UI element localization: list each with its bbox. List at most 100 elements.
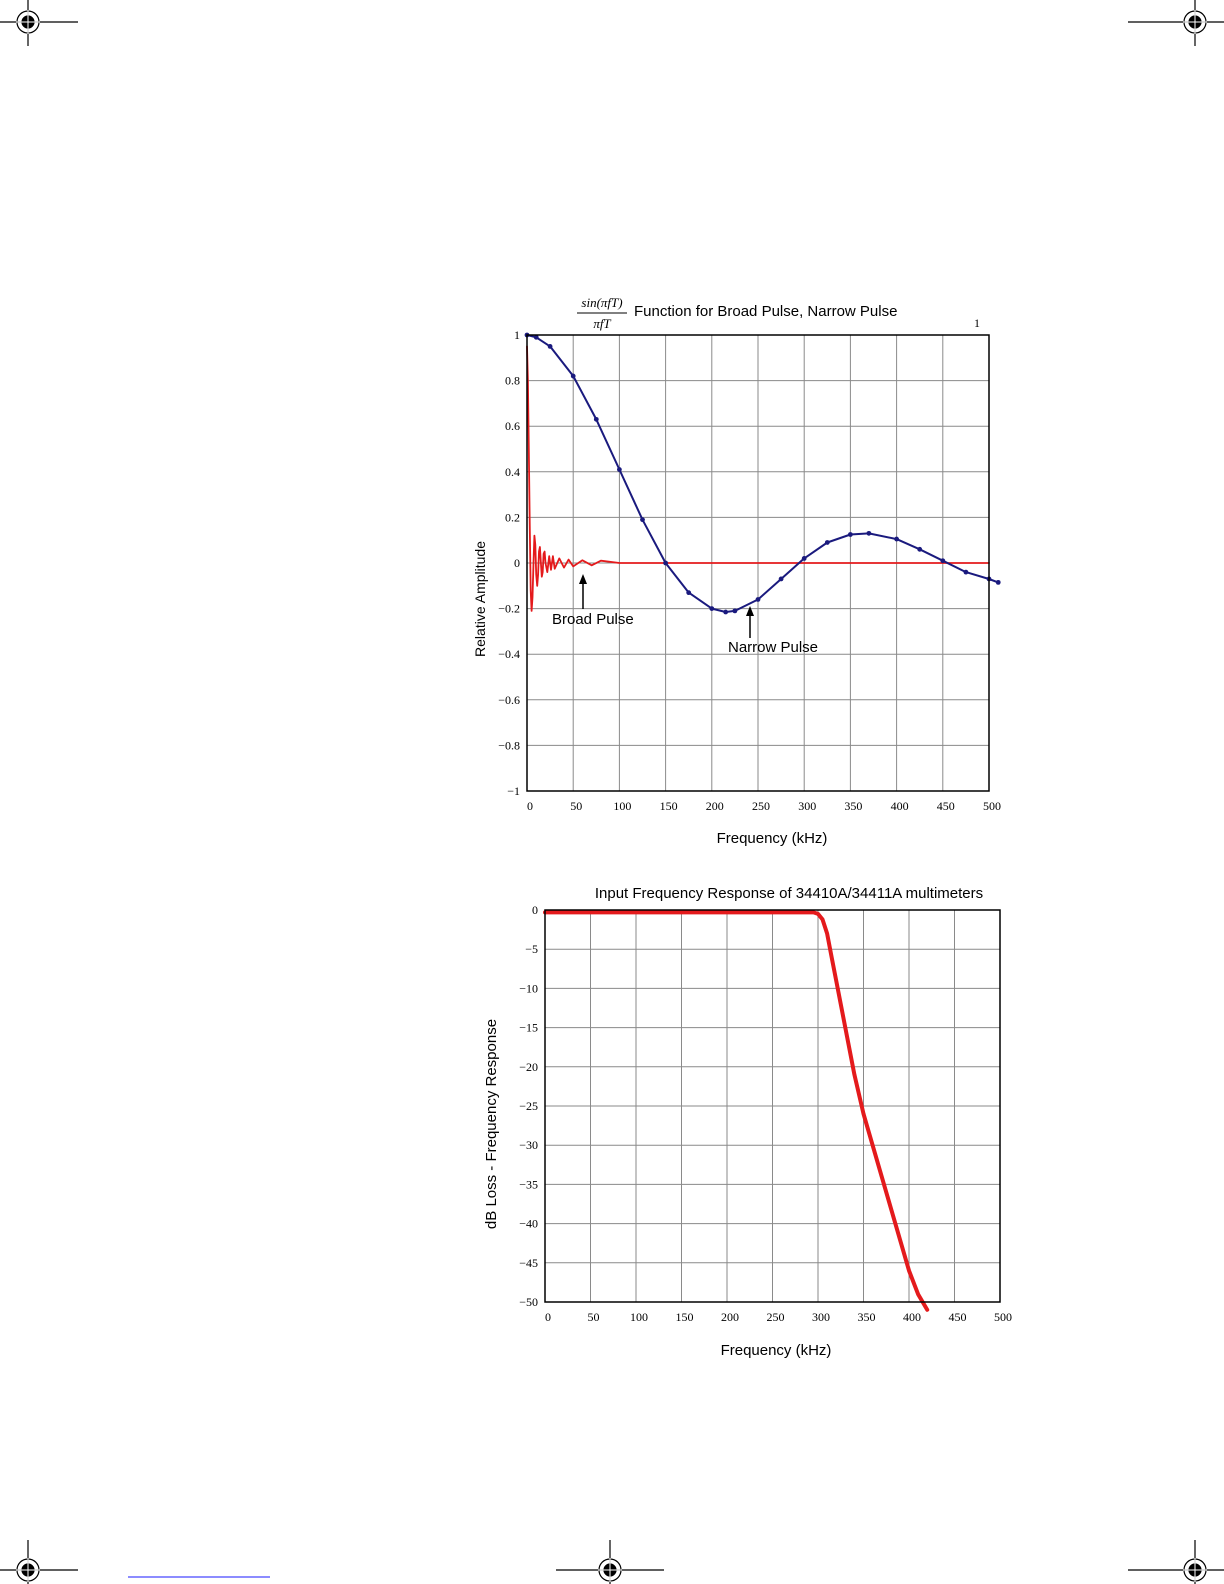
chart2-y-ticks: 0 −5 −10 −15 −20 −25 −30 −35 −40 −45 −50 [519, 903, 538, 1309]
y-tick-label: 0 [514, 556, 520, 570]
data-point [593, 416, 599, 422]
y-tick-label: −35 [519, 1177, 538, 1191]
data-point [866, 530, 872, 536]
y-tick-label: −0.6 [498, 693, 520, 707]
x-tick-label: 350 [858, 1310, 876, 1324]
y-tick-label: −5 [525, 942, 538, 956]
data-point [723, 609, 729, 615]
data-point [709, 606, 715, 611]
x-tick-label: 500 [983, 799, 1001, 813]
chart2-plot-frame [544, 909, 1001, 1303]
broad-pulse-arrow [579, 574, 587, 609]
x-tick-label: 250 [767, 1310, 785, 1324]
y-tick-label: 0.4 [505, 465, 520, 479]
chart1-annotations: Broad Pulse Narrow Pulse [552, 574, 818, 656]
registration-mark-bottom-left [0, 1540, 78, 1584]
y-tick-label: −1 [507, 784, 520, 798]
sinc-function-chart: sin(πfT) πfT Function for Broad Pulse, N… [472, 295, 1001, 847]
chart2-x-ticks: 0 50 100 150 200 250 300 350 400 450 500 [545, 1310, 1012, 1324]
x-tick-label: 500 [994, 1310, 1012, 1324]
chart1-plot-frame [526, 334, 990, 792]
x-tick-label: 400 [903, 1310, 921, 1324]
chart1-series [524, 332, 1001, 615]
chart2-grid [544, 909, 1001, 1303]
chart1-title: Function for Broad Pulse, Narrow Pulse [634, 303, 897, 320]
y-tick-label: −15 [519, 1021, 538, 1035]
registration-mark-bottom-right [1128, 1540, 1224, 1584]
x-tick-label: 200 [706, 799, 724, 813]
chart2-x-axis-label: Frequency (kHz) [721, 1342, 832, 1359]
data-point [755, 597, 761, 602]
x-tick-label: 200 [721, 1310, 739, 1324]
series-line-0 [543, 910, 930, 1312]
formula-numerator: sin(πfT) [581, 295, 622, 310]
chart2-series [543, 910, 930, 1312]
data-point [848, 532, 853, 537]
data-point [995, 579, 1001, 585]
data-point [824, 540, 830, 545]
data-point [894, 536, 899, 542]
registration-mark-top-left [0, 0, 78, 46]
chart1-y-ticks: 1 0.8 0.6 0.4 0.2 0 −0.2 −0.4 −0.6 −0.8 −1 [498, 328, 520, 798]
y-tick-label: −20 [519, 1060, 538, 1074]
data-point [617, 467, 622, 472]
data-point [533, 334, 539, 340]
y-tick-label: 1 [514, 328, 520, 342]
x-tick-label: 0 [545, 1310, 551, 1324]
y-tick-label: −30 [519, 1138, 538, 1152]
narrow-pulse-arrow [746, 606, 754, 638]
y-tick-label: −0.2 [498, 602, 520, 616]
stray-mark: 1 [974, 316, 980, 330]
formula-denominator: πfT [593, 316, 611, 331]
frequency-response-chart: Input Frequency Response of 34410A/34411… [483, 885, 1012, 1359]
x-tick-label: 50 [570, 799, 582, 813]
data-point [801, 556, 807, 561]
y-tick-label: −45 [519, 1256, 538, 1270]
x-tick-label: 250 [752, 799, 770, 813]
chart1-x-axis-label: Frequency (kHz) [717, 830, 828, 847]
data-point [732, 608, 738, 614]
x-tick-label: 100 [630, 1310, 648, 1324]
y-tick-label: 0.8 [505, 374, 520, 388]
y-tick-label: −50 [519, 1295, 538, 1309]
x-tick-label: 0 [527, 799, 533, 813]
broad-pulse-label: Broad Pulse [552, 611, 634, 628]
data-point [547, 344, 553, 349]
x-tick-label: 100 [613, 799, 631, 813]
registration-mark-bottom-center [556, 1540, 664, 1584]
data-point [640, 517, 645, 523]
y-tick-label: 0.6 [505, 419, 520, 433]
chart2-title: Input Frequency Response of 34410A/34411… [595, 885, 983, 902]
y-tick-label: −40 [519, 1217, 538, 1231]
y-tick-label: 0 [532, 903, 538, 917]
data-point [917, 546, 923, 552]
series-line-0 [526, 345, 990, 612]
chart1-title-formula: sin(πfT) πfT [577, 295, 627, 331]
x-tick-label: 150 [660, 799, 678, 813]
x-tick-label: 450 [937, 799, 955, 813]
x-tick-label: 350 [844, 799, 862, 813]
series-line-1 [526, 334, 1000, 613]
data-point [686, 590, 692, 596]
data-point [963, 569, 969, 575]
chart2-y-axis-label: dB Loss - Frequency Response [483, 1019, 500, 1229]
x-tick-label: 300 [798, 799, 816, 813]
y-tick-label: −0.4 [498, 647, 520, 661]
chart1-y-axis-label: Relative Amplitude [472, 541, 488, 657]
narrow-pulse-label: Narrow Pulse [728, 639, 818, 656]
data-point [663, 560, 668, 566]
chart1-x-ticks: 0 50 100 150 200 250 300 350 400 450 500 [527, 799, 1001, 813]
y-tick-label: −25 [519, 1099, 538, 1113]
y-tick-label: 0.2 [505, 510, 520, 524]
data-point [940, 558, 946, 564]
y-tick-label: −10 [519, 981, 538, 995]
x-tick-label: 150 [676, 1310, 694, 1324]
data-point [778, 576, 784, 582]
data-point [570, 373, 576, 379]
x-tick-label: 400 [891, 799, 909, 813]
registration-mark-top-right [1128, 0, 1224, 46]
x-tick-label: 450 [949, 1310, 967, 1324]
y-tick-label: −0.8 [498, 738, 520, 752]
x-tick-label: 50 [588, 1310, 600, 1324]
